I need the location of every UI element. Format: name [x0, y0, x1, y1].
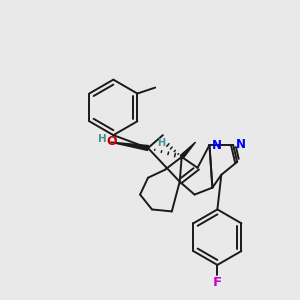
Polygon shape	[110, 142, 148, 151]
Text: F: F	[213, 276, 222, 289]
Text: O: O	[106, 135, 117, 148]
Text: N: N	[236, 138, 246, 151]
Polygon shape	[180, 142, 196, 158]
Text: H: H	[98, 134, 107, 144]
Text: H: H	[157, 138, 165, 148]
Text: N: N	[212, 139, 222, 152]
